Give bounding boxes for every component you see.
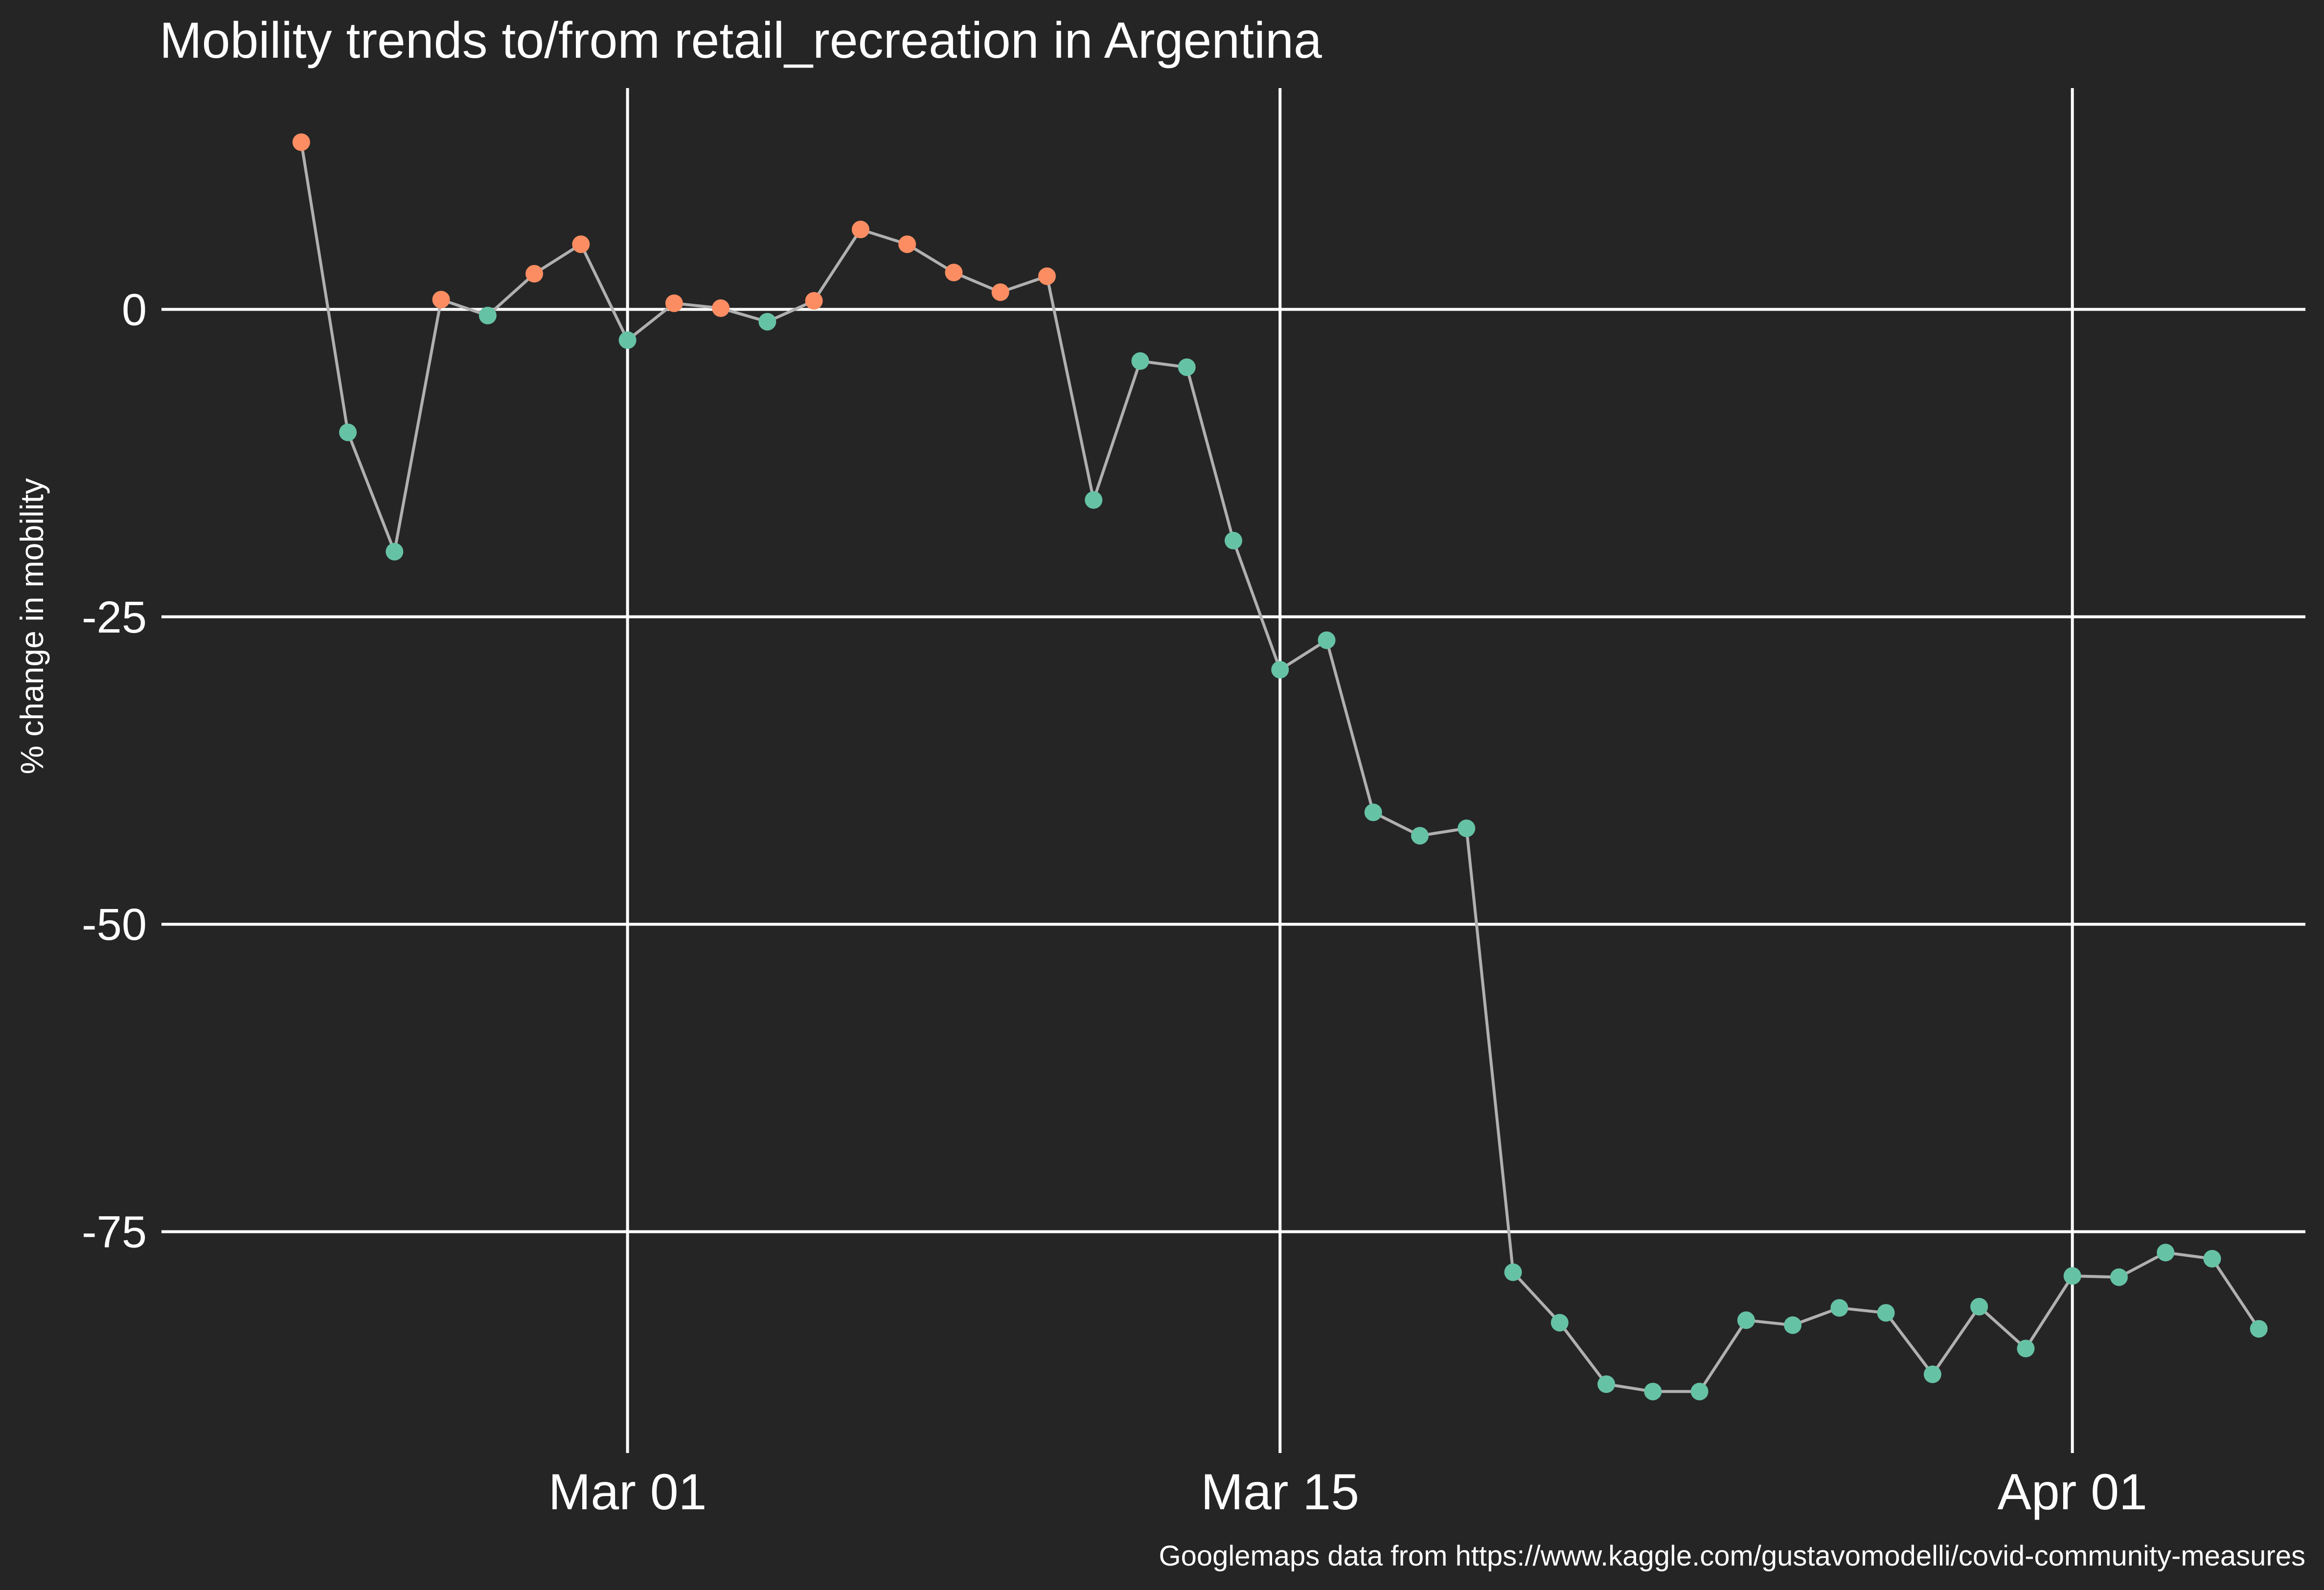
data-point bbox=[1644, 1383, 1662, 1401]
data-point bbox=[1364, 803, 1382, 821]
data-point bbox=[339, 423, 357, 441]
data-point bbox=[572, 235, 590, 253]
x-tick-label: Mar 15 bbox=[1201, 1464, 1359, 1521]
data-point bbox=[432, 291, 450, 309]
data-point bbox=[1504, 1263, 1522, 1281]
data-point bbox=[851, 221, 869, 239]
data-point bbox=[1225, 531, 1242, 549]
gridlines bbox=[161, 88, 2305, 1453]
x-tick-label: Apr 01 bbox=[1997, 1464, 2147, 1521]
data-point bbox=[1690, 1383, 1709, 1401]
data-point bbox=[1038, 267, 1056, 285]
y-tick-label: -75 bbox=[82, 1207, 147, 1257]
source-caption: Googlemaps data from https://www.kaggle.… bbox=[1159, 1540, 2305, 1572]
y-axis-ticks: 0 -25 -50 -75 bbox=[82, 285, 147, 1257]
data-point bbox=[1597, 1375, 1616, 1393]
y-axis-label: % change in mobility bbox=[14, 478, 50, 774]
data-point bbox=[525, 265, 544, 283]
data-point bbox=[665, 294, 683, 312]
data-point bbox=[1970, 1297, 1988, 1316]
y-tick-label: -50 bbox=[82, 900, 147, 950]
data-point bbox=[1085, 491, 1103, 509]
data-point bbox=[2063, 1267, 2081, 1285]
data-point bbox=[1318, 631, 1336, 649]
data-point bbox=[1178, 358, 1196, 376]
data-point bbox=[1131, 352, 1149, 370]
chart-title: Mobility trends to/from retail_recreatio… bbox=[159, 12, 1322, 69]
data-point bbox=[1830, 1299, 1848, 1317]
data-point bbox=[805, 292, 823, 310]
data-point bbox=[1877, 1304, 1895, 1322]
x-axis-ticks: Mar 01 Mar 15 Apr 01 bbox=[548, 1464, 2147, 1521]
data-point bbox=[1737, 1311, 1755, 1329]
data-point bbox=[2110, 1268, 2128, 1286]
data-points bbox=[292, 133, 2268, 1401]
data-point bbox=[1784, 1316, 1802, 1334]
data-point bbox=[758, 313, 776, 331]
data-point bbox=[386, 543, 404, 561]
data-point bbox=[712, 299, 730, 317]
data-point bbox=[1411, 827, 1429, 845]
y-tick-label: -25 bbox=[82, 592, 147, 642]
data-point bbox=[2157, 1244, 2175, 1262]
data-point bbox=[2250, 1320, 2268, 1338]
data-point bbox=[1923, 1365, 1941, 1384]
data-point bbox=[898, 235, 916, 253]
y-tick-label: 0 bbox=[122, 285, 147, 335]
data-point bbox=[1550, 1314, 1569, 1332]
data-point bbox=[991, 283, 1009, 301]
data-point bbox=[2203, 1249, 2221, 1268]
x-tick-label: Mar 01 bbox=[548, 1464, 707, 1521]
data-point bbox=[945, 264, 963, 282]
data-point bbox=[2017, 1340, 2035, 1358]
data-point bbox=[618, 331, 637, 349]
data-point bbox=[1271, 660, 1289, 679]
data-point bbox=[292, 133, 310, 151]
data-point bbox=[478, 307, 497, 324]
data-point bbox=[1458, 819, 1476, 838]
